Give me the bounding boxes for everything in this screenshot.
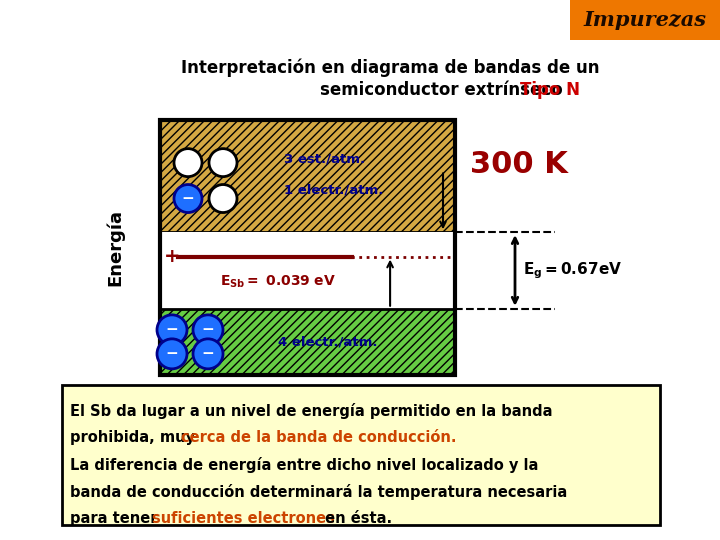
- Text: prohibida, muy: prohibida, muy: [70, 430, 200, 445]
- Text: La diferencia de energía entre dicho nivel localizado y la: La diferencia de energía entre dicho niv…: [70, 457, 539, 473]
- Text: 4 electr./atm.: 4 electr./atm.: [278, 335, 377, 348]
- Circle shape: [157, 315, 187, 345]
- Text: $\mathbf{E_g=0.67eV}$: $\mathbf{E_g=0.67eV}$: [523, 260, 622, 281]
- Text: −: −: [202, 322, 215, 338]
- Text: Impurezas: Impurezas: [583, 10, 706, 30]
- Circle shape: [174, 185, 202, 213]
- Circle shape: [193, 339, 223, 369]
- Bar: [160, 309, 455, 375]
- Text: $\mathbf{E_{Sb}=\ 0.039\ eV}$: $\mathbf{E_{Sb}=\ 0.039\ eV}$: [220, 274, 336, 290]
- Text: −: −: [202, 346, 215, 361]
- Bar: [62, 385, 660, 525]
- Text: Energía: Energía: [106, 209, 125, 286]
- Bar: [160, 120, 455, 375]
- Text: Interpretación en diagrama de bandas de un: Interpretación en diagrama de bandas de …: [181, 59, 599, 77]
- Text: −: −: [181, 191, 194, 206]
- Circle shape: [209, 148, 237, 177]
- Circle shape: [174, 148, 202, 177]
- Text: cerca de la banda de conducción.: cerca de la banda de conducción.: [181, 430, 456, 445]
- Text: −: −: [166, 346, 179, 361]
- Text: para tener: para tener: [70, 511, 163, 526]
- Text: semiconductor extrínseco: semiconductor extrínseco: [320, 81, 569, 99]
- Text: en ésta.: en ésta.: [320, 511, 392, 526]
- Bar: [160, 232, 455, 309]
- Circle shape: [209, 185, 237, 213]
- Text: El Sb da lugar a un nivel de energía permitido en la banda: El Sb da lugar a un nivel de energía per…: [70, 403, 552, 419]
- Circle shape: [193, 315, 223, 345]
- Text: banda de conducción determinará la temperatura necesaria: banda de conducción determinará la tempe…: [70, 484, 567, 500]
- Text: 3 est./atm.: 3 est./atm.: [284, 153, 365, 166]
- Bar: [160, 120, 455, 232]
- Text: suficientes electrones: suficientes electrones: [152, 511, 335, 526]
- Text: −: −: [166, 322, 179, 338]
- Text: Tipo N: Tipo N: [520, 81, 580, 99]
- Circle shape: [157, 339, 187, 369]
- Bar: [570, 0, 720, 40]
- Text: 300 K: 300 K: [470, 150, 568, 179]
- Text: 1 electr./atm.: 1 electr./atm.: [284, 183, 383, 196]
- Text: +: +: [163, 247, 180, 266]
